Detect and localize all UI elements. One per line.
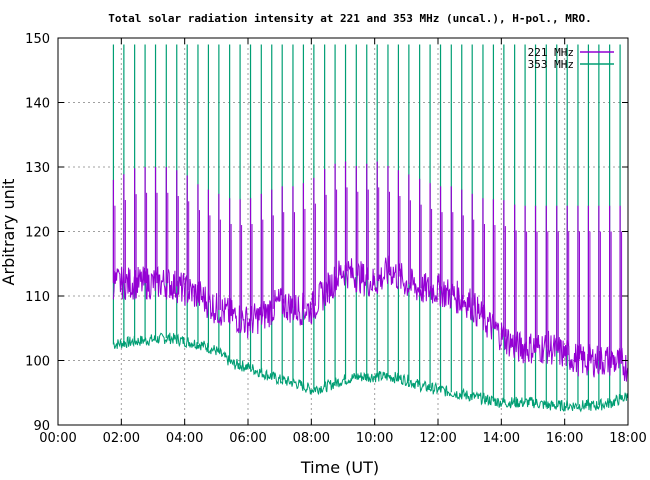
y-tick-label: 150 xyxy=(25,32,50,47)
x-tick-label: 12:00 xyxy=(419,431,456,446)
series-353-mhz xyxy=(112,44,629,413)
series-line xyxy=(112,255,629,382)
chart-title: Total solar radiation intensity at 221 a… xyxy=(108,12,591,25)
x-tick-label: 10:00 xyxy=(356,431,393,446)
y-tick-label: 130 xyxy=(25,161,50,176)
plot-frame xyxy=(57,37,629,426)
x-tick-label: 16:00 xyxy=(546,431,583,446)
y-tick-label: 120 xyxy=(25,226,50,241)
legend-label: 221 MHz xyxy=(528,46,574,59)
series-line xyxy=(112,332,629,413)
legend-label: 353 MHz xyxy=(528,58,574,71)
x-tick-label: 00:00 xyxy=(39,431,76,446)
y-tick-label: 90 xyxy=(33,419,50,434)
x-tick-label: 06:00 xyxy=(229,431,266,446)
x-axis-title: Time (UT) xyxy=(300,458,379,477)
series-221-mhz xyxy=(112,161,629,382)
y-tick-label: 110 xyxy=(25,290,50,305)
grid-lines xyxy=(58,38,628,425)
x-tick-label: 14:00 xyxy=(483,431,520,446)
x-tick-label: 08:00 xyxy=(293,431,330,446)
x-tick-label: 02:00 xyxy=(103,431,140,446)
x-tick-label: 18:00 xyxy=(609,431,646,446)
axes: 90 100 110 120 130 140 150 00:00 02:00 04:00 06:00… xyxy=(25,32,647,446)
y-tick-label: 100 xyxy=(25,355,50,370)
x-tick-label: 04:00 xyxy=(166,431,203,446)
plot-area xyxy=(112,44,629,413)
y-tick-label: 140 xyxy=(25,97,50,112)
y-axis-title: Arbitrary unit xyxy=(0,179,18,286)
